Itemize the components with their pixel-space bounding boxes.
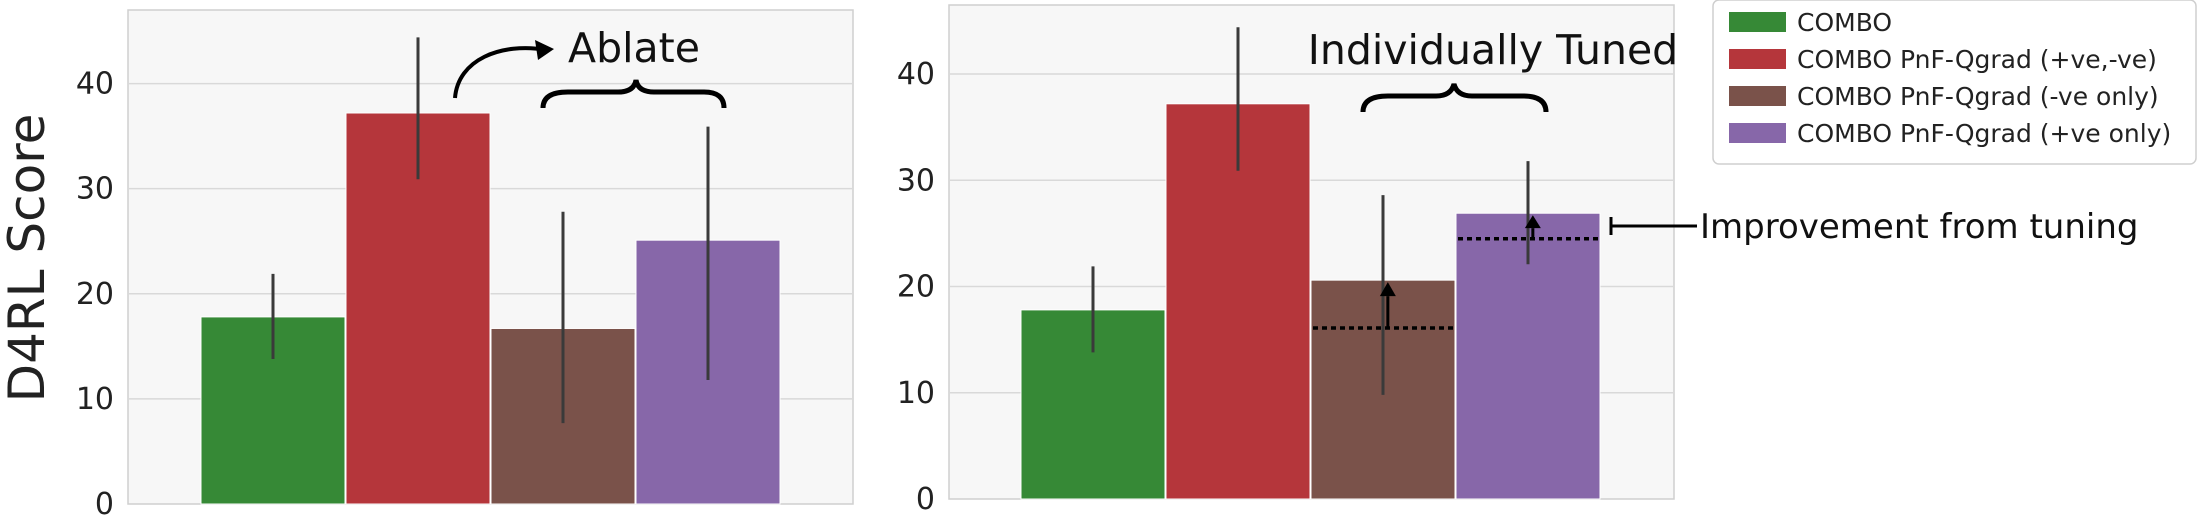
left-y-ticks: 0 10 20 30 40 [76,67,114,522]
tuning-markers [1313,215,1598,330]
y-tick-label: 40 [76,67,114,102]
legend-label: COMBO PnF-Qgrad (-ve only) [1797,82,2159,111]
y-axis-label: D4RL Score [0,114,56,403]
individually-tuned-brace [1360,83,1549,113]
improvement-arrowhead [1524,215,1541,229]
ablate-brace [540,79,727,109]
left-error-bars [271,37,710,424]
individually-tuned-label: Individually Tuned [1308,26,1678,74]
legend-label: COMBO PnF-Qgrad (+ve only) [1797,119,2171,148]
improvement-arrowhead [1379,282,1396,297]
y-tick-label: 40 [897,57,935,92]
y-tick-label: 20 [76,277,114,312]
y-tick-label: 10 [76,382,114,417]
ablate-curved-arrow [453,46,548,99]
right-chart-panel: 0 10 20 30 40 Individually Tuned Improvement… [897,4,2138,517]
y-tick-label: 30 [897,163,935,198]
ablate-arrowhead [535,40,554,60]
ablate-label: Ablate [568,24,700,72]
legend-box [1712,0,2197,165]
y-tick-label: 20 [897,270,935,305]
improvement-label: Improvement from tuning [1700,207,2138,247]
y-tick-label: 30 [76,172,114,207]
legend-swatch [1729,12,1786,32]
legend-swatch [1729,49,1786,69]
left-chart-panel: 0 10 20 30 40 D4RL Score Ablate [0,9,854,522]
right-y-ticks: 0 10 20 30 40 [897,57,935,517]
y-tick-label: 10 [897,376,935,411]
legend: COMBO COMBO PnF-Qgrad (+ve,-ve) COMBO PnF-… [1712,0,2197,165]
legend-label: COMBO PnF-Qgrad (+ve,-ve) [1797,45,2157,74]
legend-swatch [1729,86,1786,106]
legend-label: COMBO [1797,8,1892,37]
y-tick-label: 0 [916,482,935,517]
y-tick-label: 0 [95,487,114,522]
legend-swatch [1729,123,1786,143]
